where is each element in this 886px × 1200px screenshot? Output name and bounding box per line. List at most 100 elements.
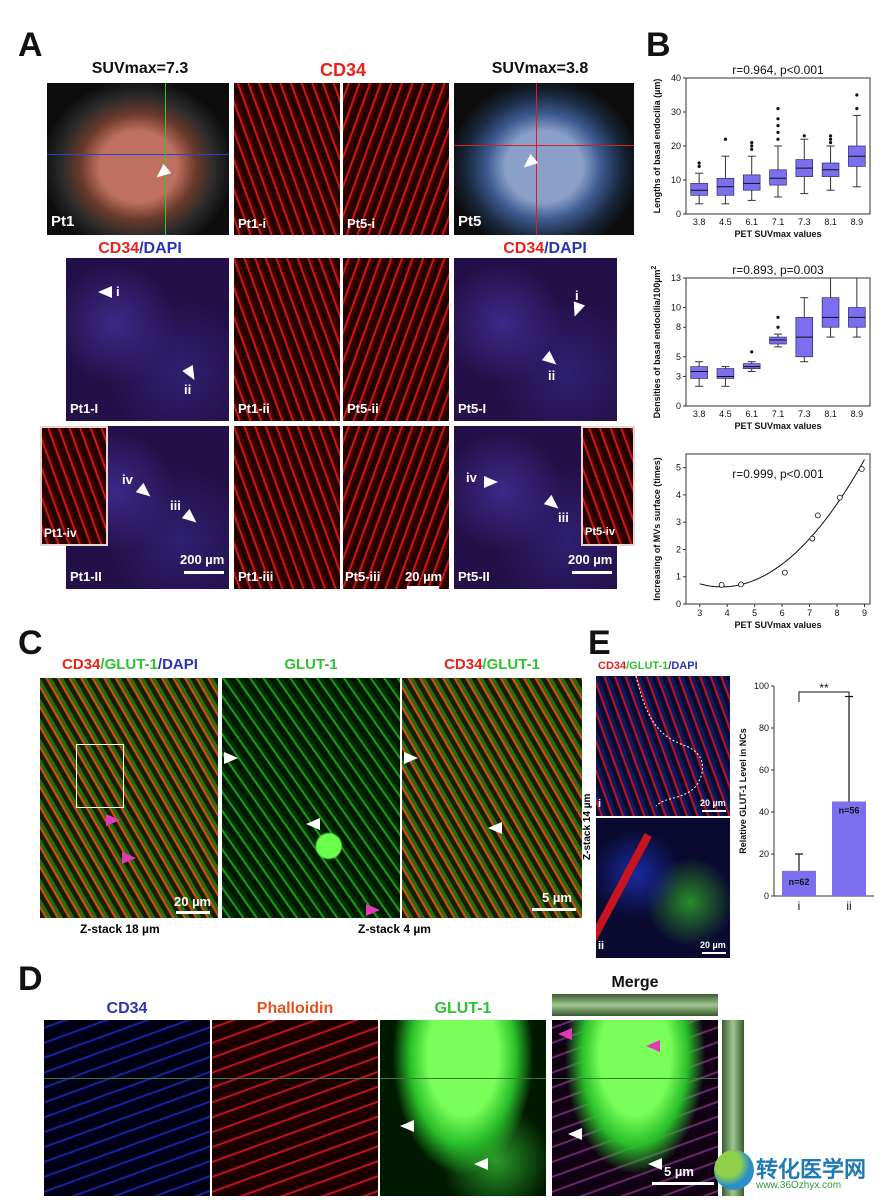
arrow-label-iii: iii — [170, 498, 181, 513]
arrowhead-icon — [648, 1158, 662, 1170]
scale-label: 5 µm — [664, 1164, 694, 1179]
arrowhead-icon — [106, 814, 120, 826]
x-tick-label: ii — [846, 899, 851, 913]
scale-bar — [176, 911, 210, 914]
arrow-label-i: i — [116, 284, 120, 299]
arrowhead-icon — [181, 508, 201, 528]
arrowhead-icon — [400, 1120, 414, 1132]
box — [821, 297, 840, 328]
watermark-url: www.36Ozhyx.com — [756, 1180, 842, 1191]
panel-c-image-cd34-glut1: 5 µm — [402, 678, 582, 918]
outlier-point — [776, 137, 780, 141]
label-pt1-II: Pt1-II — [70, 569, 102, 584]
x-tick-label: 8.9 — [851, 217, 864, 227]
outlier-point — [697, 161, 701, 165]
y-tick-label: 30 — [671, 107, 681, 117]
data-point — [836, 494, 843, 501]
arrowhead-icon — [541, 350, 561, 370]
panel-d-title-phalloidin: Phalloidin — [256, 1000, 334, 1017]
scale-label: 20 µm — [405, 569, 443, 584]
label-pt1-i: Pt1-i — [238, 216, 267, 231]
vessel — [596, 833, 652, 943]
data-point — [718, 582, 725, 588]
arrowhead-icon — [224, 752, 238, 764]
pet-ct-scan-pt1: Pt1 — [47, 83, 229, 235]
label-pt5-II: Pt5-II — [458, 569, 490, 584]
label-pt1-I: Pt1-I — [70, 401, 99, 416]
scale-label: 5 µm — [542, 890, 572, 905]
x-tick-label: 5 — [752, 608, 757, 618]
panel-label-b: B — [646, 26, 671, 64]
scale-label: 20 µm — [700, 940, 726, 950]
y-tick-label: 4 — [676, 490, 681, 500]
y-axis-label: Densities of basal endocilia/100µm2 — [651, 266, 662, 419]
arrow-label-iv: iv — [122, 472, 133, 487]
label-pt5-i: Pt5-i — [347, 216, 376, 231]
arrow-label-iii: iii — [558, 510, 569, 525]
tumor-border-line — [635, 676, 704, 807]
data-point — [738, 581, 744, 588]
outlier-point — [855, 107, 859, 111]
sub-label-ii: ii — [598, 940, 605, 952]
crosshair-h — [380, 1078, 546, 1079]
arrow-label-ii: ii — [548, 368, 556, 383]
arrow-label-ii: ii — [184, 382, 192, 397]
cd34-dapi-title-right: CD34/DAPI — [503, 240, 587, 257]
arrowhead-icon — [474, 1158, 488, 1170]
panel-c-title-1: CD34/GLUT-1/DAPI — [62, 656, 198, 673]
x-tick-label: 7.1 — [772, 217, 785, 227]
x-tick-label: 8 — [835, 608, 840, 618]
chart-endocilia-density: 0 3 5 8 10 13 3.8 4.5 6.1 7.1 7.3 8.1 8.9 PET SUVmax … — [651, 263, 871, 431]
scale-label: 20 µm — [174, 894, 212, 909]
outlier-point — [750, 144, 754, 148]
z-stack-label-2: Z-stack 4 µm — [358, 922, 431, 936]
inset-image-pt5-iv: Pt5-iv — [581, 426, 635, 546]
x-tick-label: i — [798, 899, 801, 913]
chart-stat: r=0.964, p<0.001 — [732, 63, 824, 77]
outlier-point — [697, 164, 701, 168]
x-tick-label: 7.3 — [798, 409, 811, 419]
x-tick-label: 8.1 — [824, 409, 837, 419]
label-pt1-ii: Pt1-ii — [238, 401, 270, 416]
scale-bar — [572, 571, 612, 574]
x-tick-label: 7.3 — [798, 217, 811, 227]
box — [769, 169, 787, 186]
x-tick-label: 3 — [697, 608, 702, 618]
outlier-point — [776, 315, 780, 319]
chart-stat: r=0.999, p<0.001 — [732, 467, 824, 481]
arrowhead-icon — [484, 476, 498, 488]
label-pt1-iv: Pt1-iv — [44, 526, 77, 540]
crosshair-v — [165, 83, 166, 235]
outlier-point — [776, 107, 780, 111]
panel-label-e: E — [588, 624, 611, 662]
arrowhead-icon — [98, 286, 112, 298]
y-tick-label: 100 — [754, 681, 769, 691]
scale-bar — [652, 1182, 714, 1185]
y-tick-label: 0 — [764, 891, 769, 901]
panel-d-title-cd34: CD34 — [106, 1000, 148, 1017]
panel-e-image-ii: ii 20 µm — [596, 818, 730, 958]
label-pt5-I: Pt5-I — [458, 401, 487, 416]
fit-curve — [699, 459, 865, 588]
cd34-image-pt1-iii: Pt1-iii — [234, 426, 340, 589]
y-tick-label: 5 — [676, 352, 681, 362]
panel-label-d: D — [18, 960, 43, 998]
panel-label-c: C — [18, 624, 43, 662]
bar-n-label: n=62 — [789, 877, 810, 887]
x-tick-label: 7.1 — [772, 409, 785, 419]
scale-bar — [184, 571, 224, 574]
y-tick-label: 8 — [676, 322, 681, 332]
x-tick-label: 4 — [725, 608, 730, 618]
outlier-point — [723, 137, 728, 141]
arrowhead-icon — [558, 1028, 572, 1040]
chart-plot-area: 0 3 5 8 10 13 3.8 4.5 6.1 7.1 7.3 8.1 8.9 PET SUVmax … — [651, 263, 871, 431]
cd34-image-pt5-ii: Pt5-ii — [343, 258, 449, 421]
panel-d-image-cd34 — [44, 1020, 210, 1196]
scale-bar — [702, 952, 726, 954]
y-tick-label: 5 — [676, 463, 681, 473]
y-tick-label: 3 — [676, 371, 681, 381]
cd34-dapi-title-left: CD34/DAPI — [98, 240, 182, 257]
y-axis-label: Relative GLUT-1 Level in NCs — [738, 728, 748, 854]
outlier-point — [750, 141, 754, 145]
y-tick-label: 60 — [759, 765, 769, 775]
